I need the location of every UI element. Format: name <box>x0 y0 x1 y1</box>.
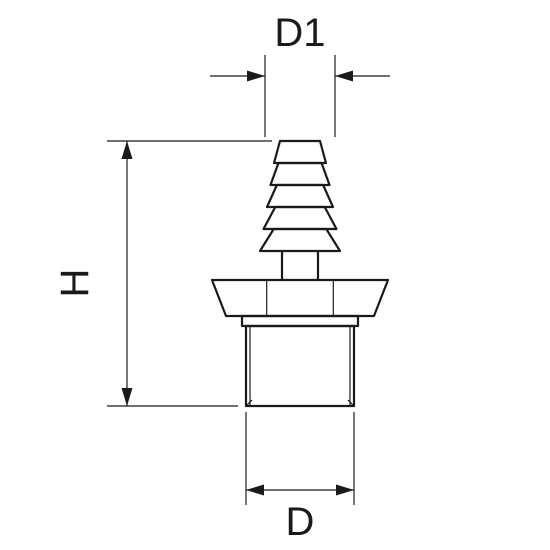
dim-label-d1: D1 <box>274 11 325 55</box>
dim-label-d: D <box>286 500 315 544</box>
dim-label-h: H <box>53 269 97 298</box>
